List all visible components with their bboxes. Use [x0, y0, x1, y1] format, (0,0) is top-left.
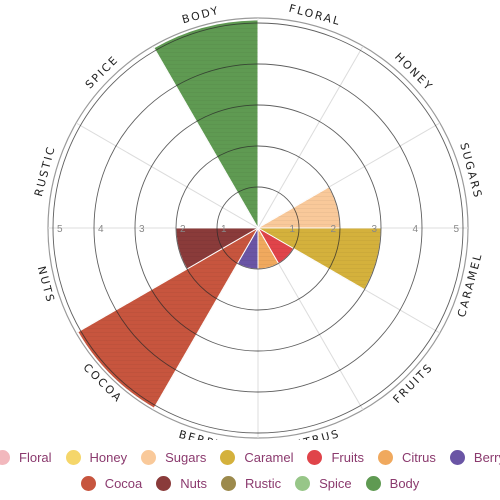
legend-label: Nuts: [180, 475, 207, 491]
legend-item-berry[interactable]: Berry: [449, 449, 500, 465]
spoke-line: [75, 122, 259, 229]
legend-item-body[interactable]: Body: [365, 475, 420, 491]
wedge-berry-texture: [237, 228, 258, 269]
grid-ring: [175, 145, 341, 311]
wedge-layer: [77, 19, 382, 409]
legend-label: Berry: [473, 449, 500, 465]
legend-swatch: [377, 449, 393, 465]
legend-swatch: [295, 475, 311, 491]
legend-label: Spice: [319, 475, 352, 491]
r-tick-label: 2: [330, 224, 336, 235]
legend-item-cocoa[interactable]: Cocoa: [80, 475, 143, 491]
grid-ring: [52, 22, 464, 434]
wedge-cocoa-texture: [77, 228, 258, 409]
legend-label: Fruits: [331, 449, 364, 465]
r-tick-label: 5: [453, 224, 459, 235]
wedge-caramel-texture: [258, 228, 381, 290]
legend-label: Rustic: [245, 475, 282, 491]
legend-item-caramel[interactable]: Caramel: [220, 449, 294, 465]
legend-swatch: [307, 449, 323, 465]
legend-item-spice[interactable]: Spice: [295, 475, 352, 491]
legend-label: Cocoa: [104, 475, 143, 491]
legend-label: Citrus: [401, 449, 436, 465]
legend-row: Floral Honey Sugars Caramel Fruits Citrus Berr…: [0, 444, 500, 470]
r-tick-label: 3: [139, 224, 145, 235]
legend-label: Caramel: [244, 449, 294, 465]
wedge-body-texture: [154, 20, 258, 228]
legend-item-nuts[interactable]: Nuts: [156, 475, 207, 491]
wedge-citrus-texture: [258, 228, 279, 269]
legend-swatch: [0, 449, 11, 465]
wedge-fruits-texture: [258, 228, 294, 264]
wedge-sugars-texture: [258, 187, 340, 228]
r-tick-label: 4: [412, 224, 418, 235]
legend-label: Body: [389, 475, 420, 491]
polar-area-chart: 11 22 33 44 55 FLORALHONEYSUGARSCARAMELFRUIT…: [32, 2, 485, 440]
legend-swatch: [80, 475, 96, 491]
r-tick-label: 1: [289, 224, 295, 235]
legend-label: Honey: [89, 449, 128, 465]
grid-ring: [93, 63, 423, 393]
r-tick-label: 4: [98, 224, 104, 235]
legend-item-fruits[interactable]: Fruits: [307, 449, 364, 465]
wedge-nuts-texture: [176, 228, 258, 269]
legend-swatch: [220, 449, 236, 465]
grid-ring: [134, 104, 382, 352]
spoke-line: [257, 45, 364, 229]
legend-swatch: [156, 475, 172, 491]
r-tick-label: 3: [371, 224, 377, 235]
legend-item-floral[interactable]: Floral: [0, 449, 52, 465]
legend-row: Cocoa Nuts Rustic Spice Body: [0, 470, 500, 496]
legend-item-honey[interactable]: Honey: [65, 449, 128, 465]
r-tick-label: 5: [57, 224, 63, 235]
legend-swatch: [141, 449, 157, 465]
legend: Floral Honey Sugars Caramel Fruits Citrus Berr…: [0, 444, 500, 500]
legend-item-citrus[interactable]: Citrus: [377, 449, 436, 465]
tick-label-layer: 1 1 2 2 3 3 4 4 5 5: [57, 224, 459, 235]
legend-swatch: [449, 449, 465, 465]
legend-item-rustic[interactable]: Rustic: [221, 475, 282, 491]
ring-layer: [52, 22, 464, 434]
legend-swatch: [221, 475, 236, 491]
legend-item-sugars[interactable]: Sugars: [141, 449, 207, 465]
r-tick-label: 2: [180, 224, 186, 235]
legend-swatch: [65, 449, 81, 465]
grid-ring: [216, 186, 300, 270]
legend-swatch: [365, 475, 381, 491]
legend-label: Floral: [19, 449, 52, 465]
r-tick-label: 1: [221, 224, 227, 235]
legend-label: Sugars: [165, 449, 207, 465]
